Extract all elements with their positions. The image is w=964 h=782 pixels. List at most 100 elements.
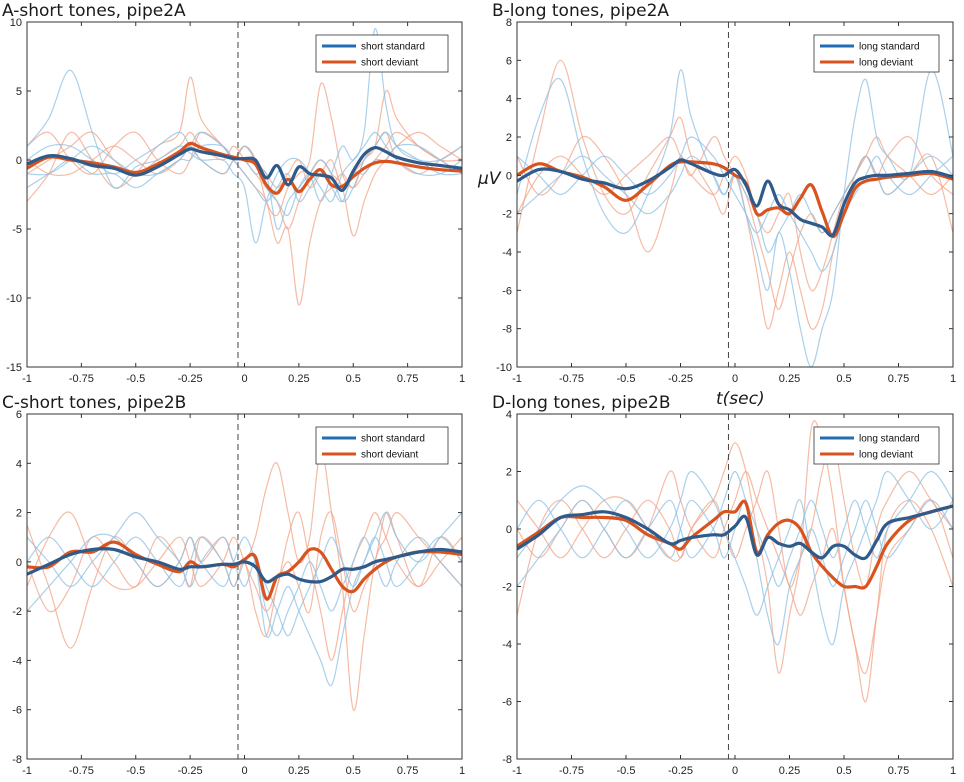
- x-tick-label: -0.5: [617, 765, 636, 777]
- x-tick-label: -0.25: [668, 373, 693, 385]
- x-tick-label: -0.5: [126, 765, 145, 777]
- standard-series-line: [517, 158, 953, 238]
- x-tick-label: 1: [459, 373, 465, 385]
- panel-title: C-short tones, pipe2B: [2, 393, 186, 413]
- faint-standard-trace: [27, 143, 462, 203]
- y-tick-label: -2: [12, 606, 22, 618]
- panel-title: B-long tones, pipe2A: [492, 1, 669, 21]
- legend-standard-label: short standard: [361, 434, 425, 445]
- x-tick-label: 0.5: [346, 765, 361, 777]
- x-tick-label: -1: [22, 765, 32, 777]
- x-tick-label: 0.5: [346, 373, 361, 385]
- faint-deviant-trace: [27, 131, 462, 237]
- y-tick-label: 2: [506, 132, 512, 144]
- faint-standard-trace: [27, 131, 462, 231]
- plot-area: [517, 22, 953, 367]
- faint-deviant-trace: [517, 135, 953, 311]
- plot-area: [27, 22, 462, 367]
- faint-deviant-trace: [27, 76, 462, 306]
- y-tick-label: 0: [506, 170, 512, 182]
- y-tick-label: -4: [502, 247, 512, 259]
- y-tick-label: -6: [502, 697, 512, 709]
- x-tick-label: 0: [732, 373, 738, 385]
- faint-standard-trace: [517, 69, 953, 367]
- plot-area: [27, 414, 462, 759]
- deviant-series-line: [27, 540, 462, 601]
- x-tick-label: -0.75: [559, 765, 584, 777]
- y-tick-label: 2: [16, 508, 22, 520]
- legend-box: [813, 426, 940, 465]
- legend-standard-label: long standard: [859, 42, 920, 53]
- legend: short standard short deviant: [315, 34, 449, 73]
- legend-standard-label: long standard: [859, 434, 920, 445]
- x-tick-label: -0.25: [178, 765, 203, 777]
- panel-b: B-long tones, pipe2A -1 -0.75 -0.5 -0.25 0 0.2…: [492, 1, 956, 385]
- x-tick-label: 0.25: [779, 765, 800, 777]
- panel-c: C-short tones, pipe2B -1 -0.75 -0.5 -0.25 0 0.…: [2, 393, 465, 777]
- panel-d: D-long tones, pipe2B -1 -0.75 -0.5 -0.25 0 0.2…: [492, 393, 956, 777]
- x-tick-label: -0.5: [617, 373, 636, 385]
- faint-standard-trace: [517, 499, 953, 646]
- x-tick-label: -1: [22, 373, 32, 385]
- y-tick-label: -8: [502, 754, 512, 766]
- faint-deviant-trace: [27, 82, 462, 217]
- faint-deviant-trace: [27, 450, 462, 711]
- y-axis-label: µV: [477, 169, 502, 189]
- legend-box: [315, 426, 449, 465]
- x-tick-label: 0.25: [779, 373, 800, 385]
- y-tick-label: -4: [502, 639, 512, 651]
- x-tick-label: 0.5: [836, 373, 851, 385]
- y-tick-label: -4: [12, 655, 22, 667]
- faint-deviant-trace: [27, 511, 462, 638]
- faint-standard-trace: [27, 533, 462, 637]
- faint-standard-trace: [517, 155, 953, 253]
- standard-series-line: [517, 504, 953, 561]
- x-tick-label: 0.25: [288, 373, 309, 385]
- y-tick-label: -15: [6, 362, 22, 374]
- y-tick-label: 5: [16, 86, 22, 98]
- faint-standard-trace: [517, 136, 953, 272]
- y-tick-label: -5: [12, 224, 22, 236]
- legend-deviant-label: short deviant: [361, 58, 418, 69]
- x-tick-label: 1: [950, 765, 956, 777]
- y-tick-label: 10: [10, 17, 22, 29]
- legend-box: [813, 34, 940, 73]
- panel-a: A-short tones, pipe2A -1 -0.75 -0.5 -0.25 0 0.…: [2, 1, 465, 385]
- x-tick-label: -0.25: [178, 373, 203, 385]
- y-tick-label: -6: [12, 705, 22, 717]
- x-tick-label: 0: [241, 373, 247, 385]
- x-tick-label: -0.75: [69, 765, 94, 777]
- standard-series-line: [27, 547, 462, 584]
- deviant-series-line: [517, 159, 953, 239]
- faint-deviant-trace: [517, 136, 953, 292]
- legend-deviant-label: long deviant: [859, 58, 913, 69]
- y-tick-label: -10: [496, 362, 512, 374]
- x-tick-label: 0.75: [888, 373, 909, 385]
- y-tick-label: -6: [502, 285, 512, 297]
- x-tick-label: -0.25: [668, 765, 693, 777]
- legend: short standard short deviant: [315, 426, 449, 465]
- x-tick-label: 0.75: [888, 765, 909, 777]
- axes-box: [516, 413, 954, 760]
- y-tick-label: 0: [506, 524, 512, 536]
- x-tick-label: 0: [732, 765, 738, 777]
- legend-standard-label: short standard: [361, 42, 425, 53]
- y-tick-label: 8: [506, 17, 512, 29]
- x-axis-label: t(sec): [716, 389, 765, 409]
- y-tick-label: 6: [506, 55, 512, 67]
- faint-standard-trace: [27, 511, 462, 687]
- y-tick-label: 0: [16, 155, 22, 167]
- faint-standard-trace: [27, 28, 462, 244]
- x-tick-label: -1: [512, 765, 522, 777]
- plot-area: [517, 414, 953, 759]
- legend-deviant-label: short deviant: [361, 450, 418, 461]
- y-tick-label: -2: [502, 582, 512, 594]
- y-tick-label: 4: [16, 458, 22, 470]
- x-tick-label: 0.75: [397, 765, 418, 777]
- y-tick-label: -8: [502, 324, 512, 336]
- faint-standard-trace: [27, 511, 462, 637]
- x-tick-label: 0.75: [397, 373, 418, 385]
- x-tick-label: 0.5: [836, 765, 851, 777]
- y-tick-label: 6: [16, 409, 22, 421]
